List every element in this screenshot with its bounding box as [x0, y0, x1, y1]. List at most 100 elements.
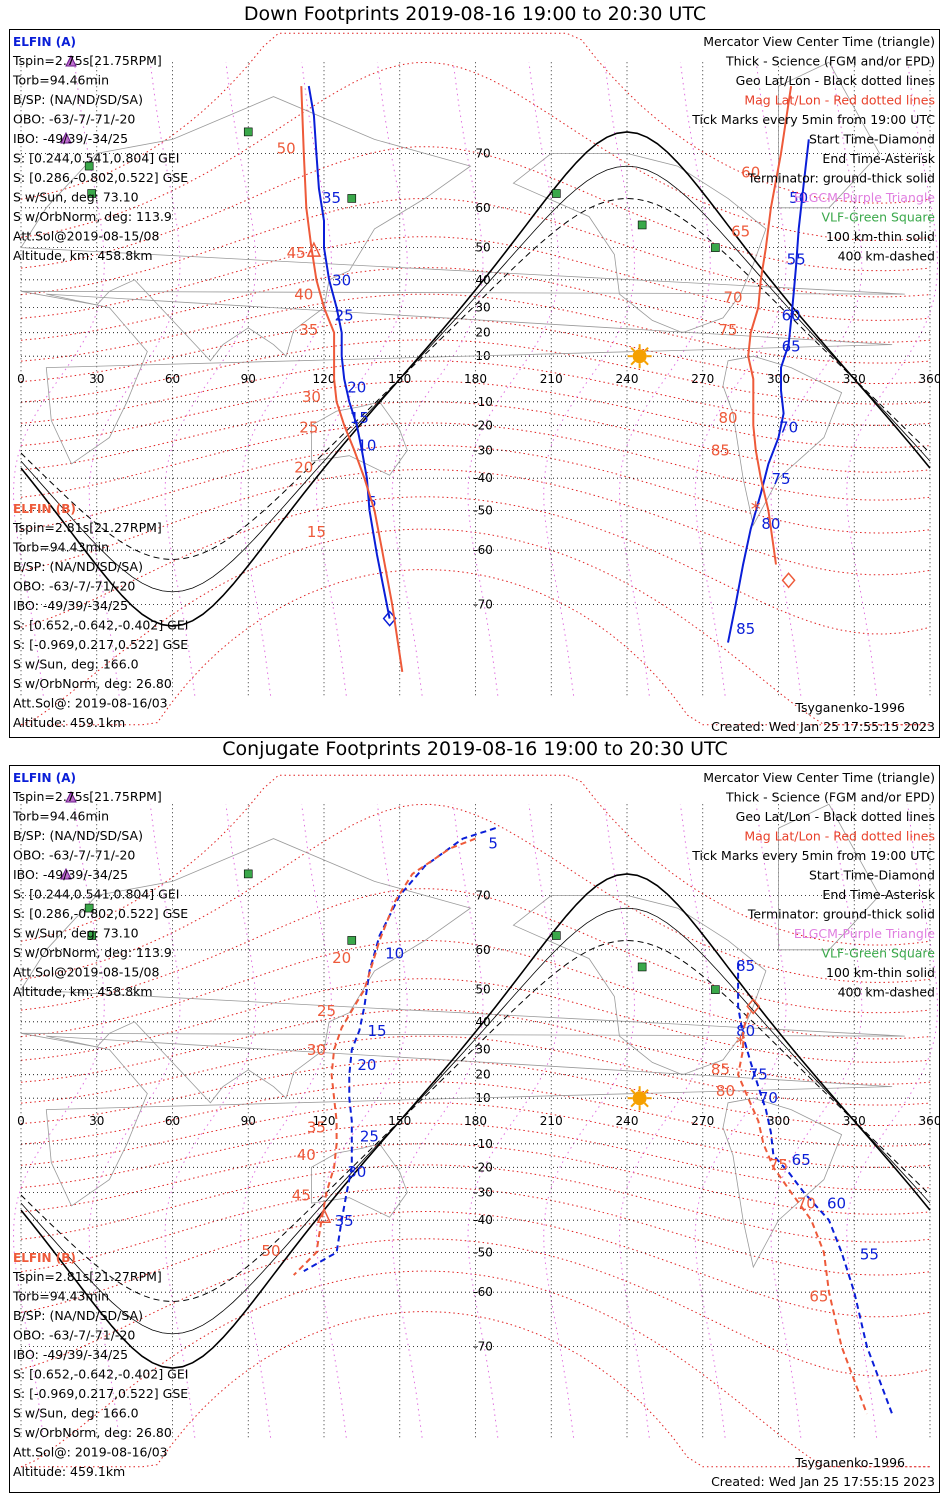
mag-lat-line: [20, 293, 931, 364]
mag-lon-line: [694, 62, 787, 696]
x-tick-label: 240: [616, 372, 639, 386]
elfin-a-info-line: S: [0.286,-0.802,0.522] GSE: [13, 906, 188, 921]
mag-lon-line: [846, 804, 939, 1438]
y-tick-label: -50: [473, 503, 493, 517]
mercator-map: 0 30 60 90 120 150 180 210 240 270 300 330 360706050…: [12, 770, 940, 1489]
tick-time-label: 25: [360, 1128, 379, 1146]
tick-time-label: 15: [350, 409, 369, 427]
legend-entry: ELGCM-Purple Triangle: [794, 190, 935, 205]
mag-lon-line: [88, 62, 181, 696]
terminator-100km: [20, 907, 931, 1335]
tick-time-label: 55: [860, 1246, 879, 1264]
legend-entry: Mercator View Center Time (triangle): [703, 770, 935, 785]
legend-entry: 400 km-dashed: [838, 249, 935, 264]
elfin-b-info-line: S w/Sun, deg: 166.0: [13, 1406, 139, 1421]
elfin-b-info-line: Att.Sol@: 2019-08-16/03: [13, 696, 168, 711]
elfin-b-info-line: Altitude: 459.1km: [13, 715, 125, 730]
elfin-a-info-line: Altitude, km: 458.8km: [13, 984, 153, 999]
model-label: Tsyganenko-1996: [794, 700, 905, 715]
y-tick-label: 50: [475, 983, 490, 997]
tick-time-label: 85: [736, 620, 755, 638]
elfin-a-heading: ELFIN (A): [13, 35, 76, 49]
coastline: [512, 895, 767, 1076]
tick-time-label: 75: [718, 321, 737, 339]
x-tick-label: 30: [89, 1114, 104, 1128]
tick-time-label: 30: [347, 1163, 366, 1181]
sun-ray: [643, 360, 649, 366]
tick-time-label: 15: [367, 1022, 386, 1040]
elfin-b-info-line: S w/Sun, deg: 166.0: [13, 657, 139, 672]
elfin-a-info-line: S: [0.286,-0.802,0.522] GSE: [13, 170, 188, 185]
elfin-b-info-line: Tspin=2.81s[21.27RPM]: [12, 520, 162, 535]
mag-lat-line: [20, 444, 931, 534]
elfin-a-info-line: Torb=94.46min: [12, 73, 109, 88]
mag-lon-line: [240, 62, 333, 696]
legend-entry: Mag Lat/Lon - Red dotted lines: [744, 829, 935, 844]
vlf-station-square: [551, 189, 561, 198]
mag-lat-line: [20, 339, 931, 405]
mag-lon-line: [315, 804, 408, 1438]
y-tick-label: 60: [475, 943, 490, 957]
elfin-a-info-line: S: [0.244,0.541,0.804] GEI: [13, 887, 179, 902]
tick-time-label: 20: [347, 379, 366, 397]
tick-time-label: 75: [769, 1156, 788, 1174]
elfin-a-info-line: S w/OrbNorm, deg: 113.9: [13, 209, 172, 224]
elfin-b-info-line: Torb=94.43min: [12, 1289, 109, 1304]
x-tick-label: 300: [767, 1114, 790, 1128]
mag-lat-line: [20, 1035, 931, 1106]
tick-time-label: 65: [792, 1151, 811, 1169]
mag-lon-line: [467, 62, 560, 696]
mag-lon-line: [88, 804, 181, 1438]
end-time-asterisk: *: [751, 497, 761, 521]
vlf-station-square: [711, 985, 720, 994]
elfin-b-info-line: IBO: -49/39/-34/25: [13, 598, 128, 613]
y-tick-label: -40: [473, 1213, 493, 1227]
elfin-a-info-line: S w/OrbNorm, deg: 113.9: [13, 945, 172, 960]
elfin-a-info-line: S w/Sun, deg: 73.10: [13, 190, 139, 205]
created-timestamp: Created: Wed Jan 25 17:55:15 2023: [711, 719, 935, 734]
tick-time-label: 65: [782, 338, 801, 356]
mag-lat-line: [20, 1009, 931, 1085]
mag-lon-line: [164, 62, 257, 696]
elfin-b-info-line: B/SP: (NA/ND/SD/SA): [13, 559, 143, 574]
tick-time-label: 30: [332, 272, 351, 290]
y-tick-label: -70: [473, 598, 493, 612]
legend-entry: Terminator: ground-thick solid: [747, 171, 935, 186]
mag-lat-line: [20, 1186, 931, 1276]
coastline: [778, 61, 880, 209]
sun-ray: [643, 1089, 649, 1094]
elfin-a-info-line: S: [0.244,0.541,0.804] GEI: [13, 151, 179, 166]
tick-time-label: 30: [302, 388, 321, 406]
elfin-b-track: [300, 86, 404, 673]
mag-lon-line: [12, 804, 105, 1438]
mag-lat-line: [20, 978, 931, 1063]
legend-entry: Mercator View Center Time (triangle): [703, 34, 935, 49]
x-tick-label: 120: [313, 1114, 336, 1128]
y-tick-label: 50: [475, 241, 490, 255]
vlf-station-square: [711, 243, 720, 252]
elfin-b-info-line: OBO: -63/-7/-71/-20: [13, 1328, 135, 1343]
elfin-a-info-line: Torb=94.46min: [12, 809, 109, 824]
mag-lat-line: [20, 888, 931, 1014]
legend-entry: ELGCM-Purple Triangle: [794, 926, 935, 941]
sun-icon: [632, 349, 647, 364]
legend-entry: Thick - Science (FGM and/or EPD): [725, 790, 935, 805]
vlf-station-square: [87, 931, 96, 940]
elfin-b-info-line: IBO: -49/39/-34/25: [13, 1347, 128, 1362]
elfin-b-info-line: B/SP: (NA/ND/SD/SA): [13, 1308, 143, 1323]
elfin-a-info-line: B/SP: (NA/ND/SD/SA): [13, 92, 143, 107]
legend-entry: End Time-Asterisk: [822, 887, 935, 902]
legend-entry: Geo Lat/Lon - Black dotted lines: [736, 809, 935, 824]
legend-entry: Tick Marks every 5min from 19:00 UTC: [691, 112, 935, 127]
coastline: [45, 1035, 893, 1207]
vlf-station-square: [84, 903, 94, 913]
elgcm-purple-triangle: [65, 54, 77, 67]
x-tick-label: 60: [165, 372, 180, 386]
elfin-b-heading: ELFIN (B): [13, 502, 76, 516]
y-tick-label: -20: [473, 1160, 493, 1174]
elfin-a-info-line: IBO: -49/39/-34/25: [13, 131, 128, 146]
sun-icon: [632, 1091, 647, 1106]
panel-title: Conjugate Footprints 2019-08-16 19:00 to…: [222, 738, 728, 760]
elfin-b-track: [292, 837, 476, 1276]
legend-entry: Geo Lat/Lon - Black dotted lines: [736, 73, 935, 88]
